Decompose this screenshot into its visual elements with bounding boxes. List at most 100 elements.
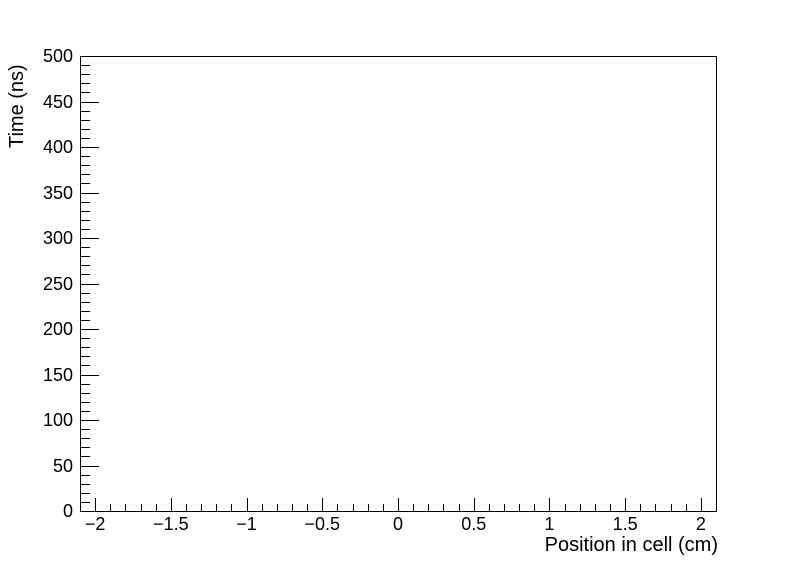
x-tick-label: −2: [84, 514, 106, 534]
x-minor-tick: [489, 504, 490, 511]
y-minor-tick: [81, 393, 90, 394]
y-minor-tick: [81, 338, 90, 339]
y-minor-tick: [81, 183, 90, 184]
y-major-tick: [81, 420, 99, 421]
y-minor-tick: [81, 229, 90, 230]
y-major-tick: [81, 466, 99, 467]
y-minor-tick: [81, 111, 90, 112]
y-tick-label: 400: [42, 137, 73, 157]
y-minor-tick: [81, 356, 90, 357]
x-minor-tick: [610, 504, 611, 511]
y-tick-label: 100: [42, 410, 73, 430]
y-minor-tick: [81, 502, 90, 503]
x-minor-tick: [640, 504, 641, 511]
x-tick-label: 0: [392, 514, 404, 534]
y-tick-label: 0: [62, 501, 73, 521]
plot-frame: [80, 56, 717, 512]
x-minor-tick: [125, 504, 126, 511]
x-minor-tick: [292, 504, 293, 511]
y-minor-tick: [81, 484, 90, 485]
x-minor-tick: [277, 504, 278, 511]
x-minor-tick: [368, 504, 369, 511]
x-minor-tick: [110, 504, 111, 511]
x-major-tick: [398, 498, 399, 511]
y-major-tick: [81, 284, 99, 285]
x-minor-tick: [353, 504, 354, 511]
y-minor-tick: [81, 120, 90, 121]
y-minor-tick: [81, 165, 90, 166]
y-tick-label: 200: [42, 319, 73, 339]
y-minor-tick: [81, 274, 90, 275]
x-tick-label: 1.5: [612, 514, 638, 534]
y-minor-tick: [81, 65, 90, 66]
x-minor-tick: [595, 504, 596, 511]
x-minor-tick: [534, 504, 535, 511]
y-tick-label: 150: [42, 364, 73, 385]
y-minor-tick: [81, 74, 90, 75]
y-minor-tick: [81, 456, 90, 457]
y-major-tick: [81, 102, 99, 103]
x-minor-tick: [262, 504, 263, 511]
x-minor-tick: [519, 504, 520, 511]
y-minor-tick: [81, 247, 90, 248]
y-major-tick: [81, 56, 99, 57]
x-tick-label: −0.5: [304, 514, 341, 534]
y-axis-title: Time (ns): [6, 64, 28, 148]
x-tick-label: 1: [544, 514, 555, 534]
y-minor-tick: [81, 92, 90, 93]
x-minor-tick: [80, 504, 81, 511]
y-minor-tick: [81, 129, 90, 130]
x-minor-tick: [459, 504, 460, 511]
y-minor-tick: [81, 83, 90, 84]
y-minor-tick: [81, 493, 90, 494]
y-minor-tick: [81, 475, 90, 476]
y-minor-tick: [81, 320, 90, 321]
x-tick-label: 2: [695, 514, 706, 534]
y-tick-label: 350: [42, 182, 73, 203]
y-major-tick: [81, 193, 99, 194]
x-minor-tick: [413, 504, 414, 511]
x-minor-tick: [716, 504, 717, 511]
y-minor-tick: [81, 365, 90, 366]
x-tick-label: −1: [236, 514, 257, 534]
y-minor-tick: [81, 174, 90, 175]
x-minor-tick: [504, 504, 505, 511]
y-minor-tick: [81, 429, 90, 430]
y-minor-tick: [81, 438, 90, 439]
y-minor-tick: [81, 211, 90, 212]
y-minor-tick: [81, 384, 90, 385]
x-minor-tick: [686, 504, 687, 511]
x-minor-tick: [216, 504, 217, 511]
y-minor-tick: [81, 220, 90, 221]
x-minor-tick: [186, 504, 187, 511]
y-minor-tick: [81, 311, 90, 312]
x-minor-tick: [307, 504, 308, 511]
y-major-tick: [81, 511, 99, 512]
y-tick-label: 500: [42, 46, 73, 66]
y-major-tick: [81, 147, 99, 148]
x-minor-tick: [565, 504, 566, 511]
x-minor-tick: [201, 504, 202, 511]
x-minor-tick: [337, 504, 338, 511]
y-tick-label: 450: [42, 91, 73, 112]
x-minor-tick: [231, 504, 232, 511]
y-major-tick: [81, 329, 99, 330]
y-major-tick: [81, 238, 99, 239]
x-tick-label: −1.5: [153, 514, 189, 534]
y-minor-tick: [81, 293, 90, 294]
x-minor-tick: [580, 504, 581, 511]
x-minor-tick: [141, 504, 142, 511]
x-axis-title: Position in cell (cm): [544, 534, 718, 556]
x-minor-tick: [443, 504, 444, 511]
y-minor-tick: [81, 402, 90, 403]
y-minor-tick: [81, 202, 90, 203]
x-minor-tick: [383, 504, 384, 511]
y-minor-tick: [81, 411, 90, 412]
y-tick-label: 50: [52, 455, 73, 476]
y-major-tick: [81, 375, 99, 376]
y-minor-tick: [81, 447, 90, 448]
y-minor-tick: [81, 347, 90, 348]
x-major-tick: [701, 498, 702, 511]
x-minor-tick: [655, 504, 656, 511]
